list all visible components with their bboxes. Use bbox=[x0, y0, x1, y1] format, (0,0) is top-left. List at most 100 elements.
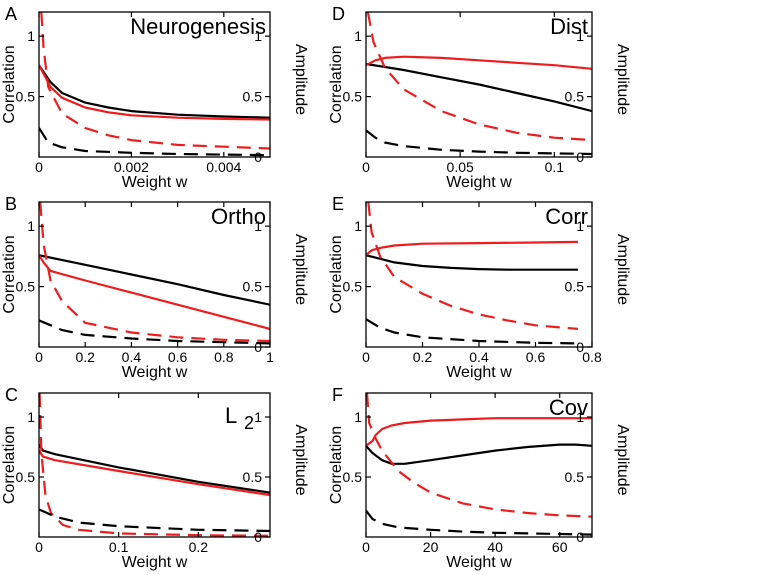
y-tick-label-left: 1 bbox=[354, 28, 362, 44]
y-axis-label-left: Correlation bbox=[328, 235, 345, 313]
panel-letter: A bbox=[5, 4, 17, 24]
y-tick-label-left: 1 bbox=[27, 218, 35, 234]
series-line-red-solid bbox=[39, 449, 270, 497]
x-axis-label: Weight w bbox=[122, 174, 188, 191]
panel-title: L bbox=[225, 403, 237, 428]
x-tick-label: 0 bbox=[35, 349, 43, 365]
series-line-red-solid bbox=[39, 64, 270, 121]
x-tick-label: 0 bbox=[362, 539, 370, 555]
y-tick-label-right: 0 bbox=[576, 529, 584, 545]
panel-letter: C bbox=[5, 385, 18, 405]
series-line-red-dashed bbox=[39, 392, 270, 537]
x-tick-label: 0.4 bbox=[469, 349, 489, 365]
x-tick-label: 1 bbox=[266, 349, 274, 365]
y-tick-label-left: 1 bbox=[27, 28, 35, 44]
panel-title: Corr bbox=[545, 204, 588, 229]
y-tick-label-right: 0.5 bbox=[243, 89, 263, 105]
x-tick-label: 0.1 bbox=[545, 159, 565, 175]
series-group bbox=[39, 11, 270, 157]
x-tick-label: 0 bbox=[362, 159, 370, 175]
x-tick-label: 0.6 bbox=[168, 349, 188, 365]
panel-f: 0 20 40 60 0.5 1 0 0.5 1 Weight w Correlation Ampli… bbox=[328, 385, 631, 571]
x-tick-label: 0.8 bbox=[582, 349, 602, 365]
y-tick-label-right: 0 bbox=[254, 339, 262, 355]
panel-d: 0 0.05 0.1 0.5 1 0 0.5 1 Weight w Correlation Ampl… bbox=[328, 4, 631, 191]
x-tick-label: 0 bbox=[35, 539, 43, 555]
series-line-black-dashed bbox=[366, 318, 578, 345]
x-tick-label: 40 bbox=[487, 539, 503, 555]
y-tick-label-left: 0.5 bbox=[343, 89, 363, 105]
series-line-black-dashed bbox=[366, 509, 592, 536]
panel-e: 0 0.2 0.4 0.6 0.8 0.5 1 0 0.5 1 Weight w Correlatio… bbox=[328, 194, 631, 381]
plot-frame bbox=[38, 392, 271, 538]
x-tick-label: 60 bbox=[552, 539, 568, 555]
y-axis-label-right: Amplitude bbox=[292, 234, 309, 305]
panel-title: Neurogenesis bbox=[130, 14, 266, 39]
series-line-red-solid bbox=[39, 254, 270, 330]
y-tick-label-left: 1 bbox=[27, 409, 35, 425]
plot-frame bbox=[38, 11, 271, 158]
y-tick-label-left: 0.5 bbox=[16, 89, 36, 105]
series-line-black-dashed bbox=[39, 508, 270, 533]
y-axis-label-left: Correlation bbox=[328, 426, 345, 504]
y-tick-label-right: 1 bbox=[576, 28, 584, 44]
y-tick-label-right: 1 bbox=[254, 28, 262, 44]
panel-letter: E bbox=[332, 194, 344, 214]
panel-title: Ortho bbox=[211, 204, 266, 229]
series-line-red-solid bbox=[366, 55, 592, 70]
y-axis-label-right: Amplitude bbox=[292, 424, 309, 495]
panel-letter: B bbox=[5, 194, 17, 214]
panel-c: 0 0.1 0.2 0.5 1 0 0.5 1 Weight w Correlation Ampli… bbox=[1, 385, 309, 571]
y-axis-label-left: Correlation bbox=[328, 45, 345, 123]
plot-frame bbox=[38, 201, 271, 348]
x-tick-label: 20 bbox=[423, 539, 439, 555]
x-axis-label: Weight w bbox=[122, 364, 188, 381]
y-axis-label-right: Amplitude bbox=[614, 424, 631, 495]
y-tick-label-right: 0.5 bbox=[243, 279, 263, 295]
series-line-red-solid bbox=[366, 417, 592, 447]
series-line-red-dashed bbox=[366, 392, 592, 518]
y-tick-label-right: 0.5 bbox=[565, 469, 585, 485]
series-line-black-solid bbox=[366, 62, 592, 113]
y-tick-label-left: 0.5 bbox=[16, 469, 36, 485]
y-tick-label-right: 1 bbox=[254, 409, 262, 425]
y-axis-label-right: Amplitude bbox=[292, 44, 309, 115]
x-tick-label: 0.2 bbox=[189, 539, 209, 555]
y-tick-label-left: 0.5 bbox=[343, 279, 363, 295]
series-line-black-dashed bbox=[39, 127, 270, 157]
y-tick-label-right: 0.5 bbox=[243, 469, 263, 485]
x-tick-label: 0.2 bbox=[75, 349, 95, 365]
series-line-red-solid bbox=[366, 240, 578, 257]
panel-title: Cov bbox=[549, 395, 588, 420]
y-tick-label-left: 0.5 bbox=[16, 279, 36, 295]
x-tick-label: 0.4 bbox=[122, 349, 142, 365]
series-group bbox=[366, 201, 578, 345]
series-line-black-solid bbox=[366, 443, 592, 465]
y-tick-label-right: 0 bbox=[576, 149, 584, 165]
plot-frame bbox=[365, 392, 593, 538]
y-tick-label-right: 1 bbox=[576, 218, 584, 234]
y-tick-label-left: 1 bbox=[354, 409, 362, 425]
panel-a: 0 0.002 0.004 0.5 1 0 0.5 1 Weight w Correlation A… bbox=[1, 4, 309, 191]
series-line-black-solid bbox=[39, 254, 270, 306]
x-tick-label: 0 bbox=[362, 349, 370, 365]
x-tick-label: 0 bbox=[35, 159, 43, 175]
y-axis-label-left: Correlation bbox=[1, 45, 18, 123]
panel-letter: D bbox=[332, 4, 345, 24]
x-tick-label: 0.002 bbox=[114, 159, 149, 175]
x-tick-label: 0.05 bbox=[447, 159, 474, 175]
y-tick-label-left: 0.5 bbox=[343, 469, 363, 485]
x-tick-label: 0.8 bbox=[214, 349, 234, 365]
y-tick-label-left: 1 bbox=[354, 218, 362, 234]
y-tick-label-right: 0.5 bbox=[565, 89, 585, 105]
series-line-black-solid bbox=[366, 254, 578, 271]
x-axis-label: Weight w bbox=[122, 554, 188, 571]
series-group bbox=[39, 392, 270, 537]
x-tick-label: 0.004 bbox=[206, 159, 241, 175]
series-line-black-solid bbox=[39, 64, 270, 119]
y-tick-label-right: 1 bbox=[576, 409, 584, 425]
y-tick-label-right: 0.5 bbox=[565, 279, 585, 295]
x-tick-label: 0.2 bbox=[413, 349, 433, 365]
x-tick-label: 0.6 bbox=[526, 349, 546, 365]
